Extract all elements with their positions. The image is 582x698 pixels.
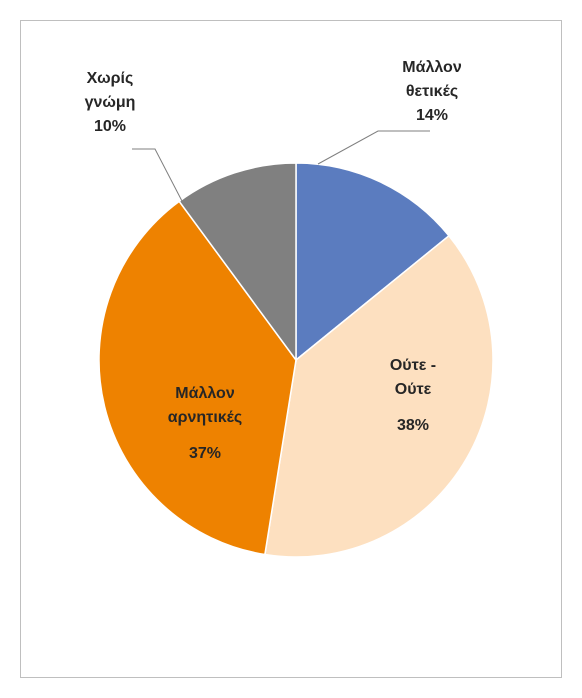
slice-category-label: Ούτε - [390,357,436,374]
slice-category-label: γνώμη [85,94,136,111]
slice-category-label: Μάλλον [175,385,235,402]
slice-oute-oute [264,234,494,558]
slice-mallon-arnitikes [98,200,297,556]
leader-line [317,130,430,165]
slice-percent-label: 38% [397,417,429,434]
slice-category-label: αρνητικές [168,409,242,426]
leader-lines [132,130,430,204]
slice-percent-label: 14% [416,107,448,124]
slice-category-label: θετικές [406,83,458,100]
slice-category-label: Ούτε [395,381,432,398]
slice-labels: Μάλλον θετικές 14% Ούτε - Ούτε 38% Μάλλον αρνητ… [85,59,462,462]
slice-percent-label: 37% [189,445,221,462]
slice-percent-label: 10% [94,118,126,135]
slice-category-label: Χωρίς [87,70,134,87]
slice-xoris-gnomi [178,162,297,363]
slice-category-label: Μάλλον [402,59,462,76]
pie-slices [98,162,494,558]
slice-mallon-thetikes [295,162,450,362]
leader-line [132,148,184,204]
